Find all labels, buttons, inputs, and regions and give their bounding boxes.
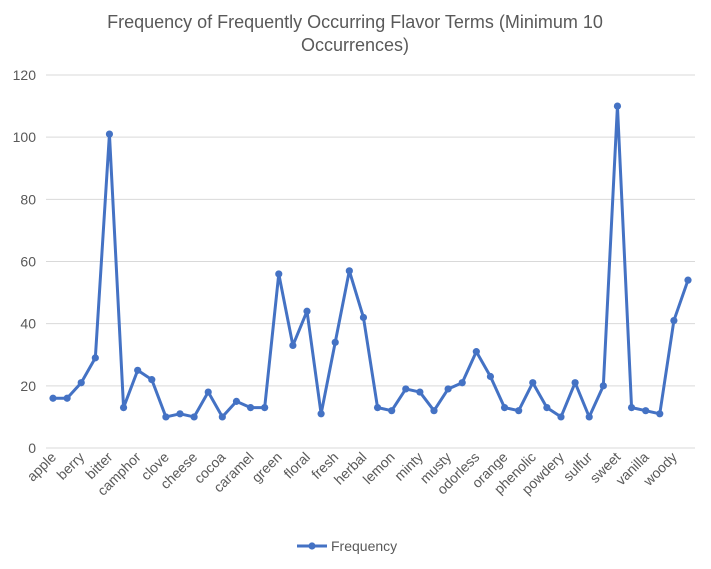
data-point (190, 413, 198, 421)
data-point (303, 307, 311, 315)
series-frequency (49, 102, 692, 421)
y-axis-tick-labels: 0 20 40 60 80 100 120 (13, 67, 37, 456)
data-point (204, 388, 212, 396)
data-point (105, 130, 114, 138)
legend-dot-marker (308, 542, 316, 550)
data-point (585, 413, 593, 421)
data-point (134, 366, 142, 374)
data-point (289, 341, 297, 350)
data-point (119, 403, 128, 412)
data-point (49, 394, 57, 402)
y-tick-label: 60 (20, 254, 36, 270)
y-tick-label: 40 (20, 316, 36, 332)
data-point (317, 410, 325, 418)
data-point (486, 372, 495, 381)
y-tick-label: 20 (20, 378, 36, 394)
data-point (627, 403, 636, 412)
data-point (458, 379, 466, 387)
legend: Frequency (297, 538, 397, 554)
data-point (557, 413, 565, 421)
data-point (402, 385, 410, 393)
data-point (416, 388, 424, 396)
data-point (63, 394, 71, 402)
data-point (148, 376, 156, 384)
y-tick-label: 80 (20, 191, 36, 207)
data-point (345, 267, 353, 275)
data-point (275, 270, 283, 278)
data-point (670, 316, 678, 325)
data-point (656, 410, 664, 418)
data-point (529, 379, 537, 387)
y-tick-label: 0 (28, 440, 36, 456)
data-point (176, 410, 184, 418)
chart-title-line-2: Occurrences) (301, 35, 409, 55)
data-point (162, 413, 170, 421)
data-point (373, 403, 382, 412)
data-point (232, 397, 241, 405)
y-tick-label: 100 (13, 129, 37, 145)
chart-title-line-1: Frequency of Frequently Occurring Flavor… (107, 12, 603, 32)
data-point (359, 313, 368, 322)
data-point (599, 382, 607, 390)
data-point (91, 354, 99, 362)
data-point (571, 379, 579, 387)
data-point (444, 385, 452, 393)
data-point (543, 403, 551, 412)
data-point (261, 403, 269, 412)
data-point (472, 348, 480, 356)
data-point (218, 413, 226, 421)
data-point (684, 276, 692, 284)
data-point (642, 407, 650, 415)
data-point (388, 407, 396, 415)
y-tick-label: 120 (13, 67, 37, 83)
data-point (246, 403, 255, 412)
data-point (613, 102, 622, 110)
data-point (515, 407, 523, 415)
series-line-frequency (51, 104, 690, 419)
data-point (500, 403, 509, 412)
data-point (430, 407, 438, 415)
data-point (331, 338, 339, 346)
data-point (77, 379, 85, 387)
legend-label: Frequency (331, 538, 397, 554)
